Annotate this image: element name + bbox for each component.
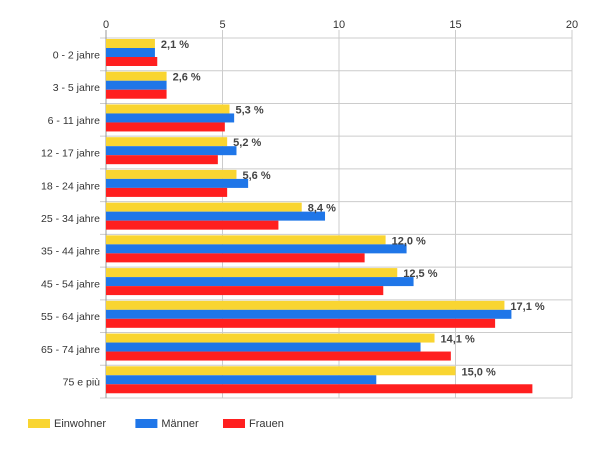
x-tick-label: 10 — [333, 19, 345, 31]
bar-frauen — [106, 286, 384, 296]
bar-frauen — [106, 122, 225, 132]
category-label: 3 - 5 jahre — [53, 82, 100, 94]
category-label: 0 - 2 jahre — [53, 49, 100, 61]
data-label: 8,4 % — [308, 203, 336, 215]
bar-einwohner — [106, 235, 386, 245]
bar-männer — [106, 146, 237, 156]
bar-männer — [106, 80, 167, 90]
bar-männer — [106, 113, 235, 123]
data-label: 17,1 % — [510, 301, 544, 313]
data-label: 2,6 % — [173, 72, 201, 84]
category-label: 25 - 34 jahre — [41, 213, 100, 225]
bar-frauen — [106, 253, 365, 263]
bar-frauen — [106, 220, 279, 230]
data-label: 15,0 % — [462, 366, 496, 378]
bar-einwohner — [106, 71, 167, 81]
data-label: 2,1 % — [161, 39, 189, 51]
bar-einwohner — [106, 169, 237, 179]
bar-männer — [106, 178, 249, 188]
category-label: 75 e più — [63, 377, 101, 389]
bar-männer — [106, 244, 407, 254]
x-tick-label: 15 — [449, 19, 461, 31]
x-tick-label: 5 — [219, 19, 225, 31]
bar-frauen — [106, 187, 228, 197]
bar-frauen — [106, 57, 158, 66]
category-label: 55 - 64 jahre — [41, 311, 100, 323]
bar-einwohner — [106, 137, 228, 147]
category-label: 18 - 24 jahre — [41, 180, 100, 192]
bars — [106, 39, 533, 394]
category-label: 6 - 11 jahre — [48, 115, 100, 127]
bar-männer — [106, 375, 377, 385]
bar-frauen — [106, 155, 218, 165]
data-label: 12,0 % — [392, 235, 426, 247]
legend-swatch — [28, 419, 50, 428]
bar-männer — [106, 48, 155, 57]
legend-swatch — [135, 419, 158, 428]
bar-einwohner — [106, 300, 505, 310]
bar-männer — [106, 277, 414, 287]
bar-frauen — [106, 318, 496, 328]
bar-frauen — [106, 89, 167, 99]
legend-swatch — [223, 419, 245, 428]
category-label: 45 - 54 jahre — [41, 278, 100, 290]
bar-einwohner — [106, 333, 435, 343]
data-label: 14,1 % — [441, 334, 475, 346]
category-label: 12 - 17 jahre — [41, 148, 100, 160]
data-label: 12,5 % — [403, 268, 437, 280]
bar-einwohner — [106, 104, 230, 114]
bar-männer — [106, 309, 512, 319]
labels: 0 5 10 15 20 0 - 2 jahre 2,1 % 3 - 5 jahre 2,6 %… — [41, 19, 578, 389]
x-tick-label: 20 — [566, 19, 578, 31]
legend: Einwohner Männer Frauen — [28, 418, 284, 430]
data-label: 5,3 % — [235, 104, 263, 116]
category-label: 65 - 74 jahre — [41, 344, 100, 356]
legend-entry: Frauen — [249, 418, 284, 430]
bar-männer — [106, 211, 326, 221]
data-label: 5,2 % — [233, 137, 261, 149]
bar-frauen — [106, 351, 451, 361]
bar-einwohner — [106, 366, 456, 376]
bar-einwohner — [106, 202, 302, 212]
category-label: 35 - 44 jahre — [41, 246, 100, 258]
legend-entry: Männer — [161, 418, 199, 430]
bar-frauen — [106, 384, 533, 394]
bar-männer — [106, 342, 421, 352]
x-tick-label: 0 — [103, 19, 109, 31]
legend-entry: Einwohner — [54, 418, 106, 430]
data-label: 5,6 % — [242, 170, 270, 182]
bar-einwohner — [106, 39, 155, 48]
bar-einwohner — [106, 268, 398, 278]
